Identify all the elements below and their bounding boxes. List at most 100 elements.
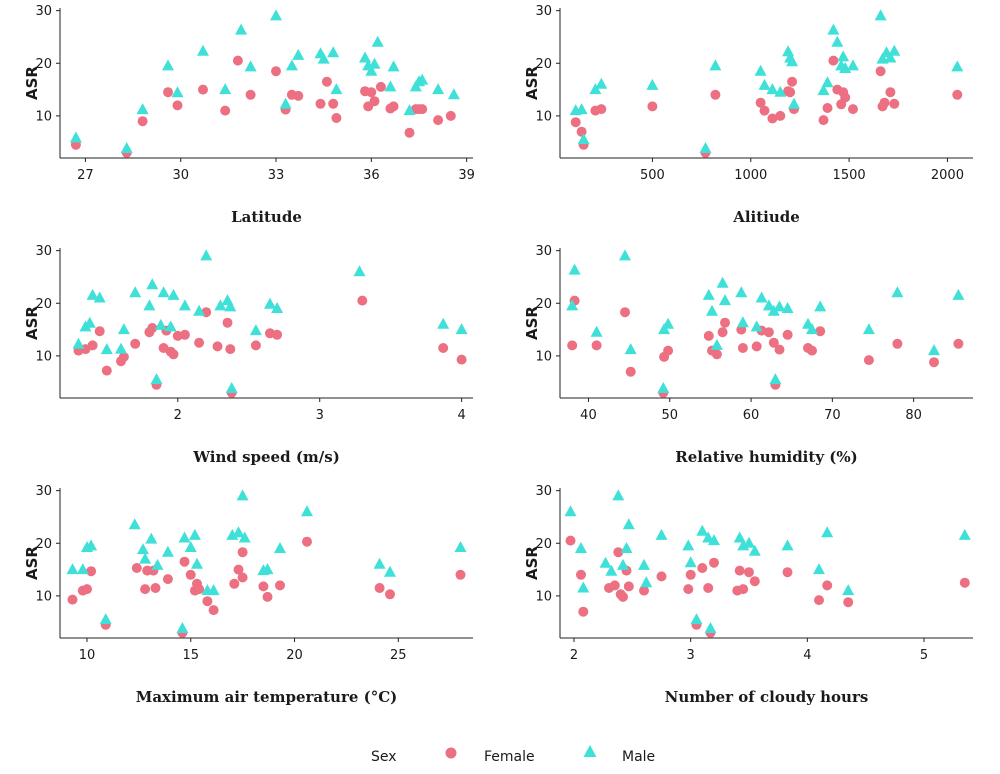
female-point — [67, 594, 78, 605]
female-point — [168, 349, 179, 360]
male-point — [176, 622, 189, 633]
male-point — [813, 563, 825, 575]
female-point — [565, 535, 576, 546]
female-point — [929, 357, 939, 368]
x-axis-label: Wind speed (m/s) — [192, 448, 340, 466]
male-point — [200, 249, 213, 261]
female-point — [711, 349, 722, 360]
female-point — [179, 329, 190, 340]
male-point — [387, 60, 400, 72]
legend-title: Sex — [371, 749, 397, 765]
male-point — [330, 83, 343, 95]
male-point — [599, 556, 612, 568]
x-tick-label: 2 — [570, 648, 578, 663]
female-point — [620, 307, 630, 318]
male-point — [684, 556, 697, 568]
male-point — [814, 300, 827, 312]
male-point — [862, 323, 875, 335]
female-point — [751, 341, 762, 352]
y-tick-label: 20 — [535, 297, 552, 312]
scatter-panel-3: 10 20 30 2 3 4 ASR Wind speed (m/s) — [23, 244, 473, 466]
male-point — [657, 382, 670, 393]
x-tick-label: 4 — [458, 408, 466, 423]
male-point — [437, 317, 450, 329]
male-point — [831, 35, 844, 47]
x-tick-label: 40 — [580, 408, 597, 423]
female-point — [703, 330, 714, 341]
female-point — [315, 98, 326, 109]
y-tick-label: 30 — [35, 484, 52, 499]
male-point — [736, 316, 749, 328]
female-point — [767, 113, 778, 124]
male-point — [432, 83, 445, 95]
y-tick-label: 10 — [535, 109, 552, 124]
female-point — [625, 366, 636, 377]
y-axis-label: ASR — [523, 306, 541, 340]
female-point — [272, 329, 283, 340]
male-point — [891, 286, 904, 298]
x-tick-label: 5 — [920, 648, 928, 663]
female-point — [302, 536, 312, 547]
female-point — [137, 116, 148, 127]
male-point — [624, 343, 637, 355]
male-point — [837, 50, 850, 62]
x-tick-label: 500 — [640, 168, 665, 183]
male-point — [274, 542, 286, 553]
male-point — [137, 543, 149, 555]
male-point — [754, 64, 767, 76]
x-axis-label: Latitude — [231, 208, 302, 226]
male-point — [786, 55, 799, 67]
female-point — [639, 585, 649, 596]
female-point — [782, 329, 793, 340]
female-point — [258, 581, 269, 592]
y-tick-label: 30 — [35, 4, 52, 19]
female-point — [101, 365, 112, 376]
female-point — [822, 580, 833, 591]
female-point — [445, 110, 456, 121]
male-point — [842, 584, 855, 596]
male-point — [164, 320, 177, 332]
y-axis-label: ASR — [23, 546, 41, 580]
y-tick-label: 30 — [35, 244, 52, 259]
male-point — [952, 288, 965, 300]
female-point — [212, 341, 223, 352]
female-point — [959, 577, 970, 588]
male-point — [774, 85, 787, 97]
female-point — [647, 101, 658, 112]
male-point — [769, 373, 782, 385]
male-point — [184, 541, 197, 552]
female-point — [87, 340, 98, 351]
female-point — [328, 98, 339, 109]
female-point — [596, 104, 607, 115]
female-point — [697, 563, 708, 573]
male-point — [821, 526, 834, 538]
male-point — [589, 83, 602, 95]
female-point — [369, 96, 380, 107]
scatter-panel-1: 10 20 30 27 30 33 36 39 ASR Latitude — [23, 4, 475, 226]
male-point — [403, 104, 416, 116]
male-point — [161, 545, 174, 557]
female-point — [613, 547, 624, 558]
male-point — [788, 97, 800, 109]
female-point — [759, 105, 770, 116]
male-point — [884, 51, 897, 63]
male-point — [646, 78, 659, 90]
female-point — [237, 547, 248, 558]
male-point — [279, 97, 292, 109]
female-point — [815, 326, 826, 337]
female-point — [417, 104, 428, 115]
female-point — [663, 345, 674, 356]
x-tick-label: 25 — [390, 648, 407, 663]
female-point — [198, 84, 208, 95]
y-tick-label: 10 — [535, 349, 552, 364]
female-point — [388, 101, 399, 112]
female-point — [785, 87, 796, 98]
x-tick-label: 33 — [268, 168, 285, 183]
female-point — [738, 584, 749, 595]
female-point — [768, 337, 779, 348]
female-point — [82, 584, 92, 595]
male-point — [117, 323, 130, 335]
male-point — [719, 294, 731, 306]
female-point — [185, 569, 196, 580]
